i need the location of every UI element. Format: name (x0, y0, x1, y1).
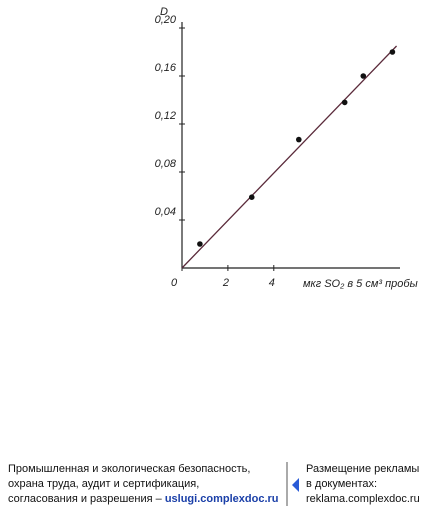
y-tick-label: 0,16 (155, 62, 177, 74)
data-point (197, 241, 203, 247)
y-tick-label: 0,12 (155, 110, 176, 122)
data-point (360, 73, 367, 79)
data-point (248, 194, 255, 200)
x-tick-label: 4 (269, 277, 275, 289)
footer-text: согласования и разрешения – uslugi.compl… (8, 493, 279, 505)
footer-link[interactable]: uslugi.complexdoc.ru (165, 493, 279, 505)
footer-text: Размещение рекламы (306, 463, 419, 475)
y-axis-label: D (160, 6, 168, 18)
y-tick-label: 0,04 (155, 206, 176, 218)
data-point (341, 99, 348, 106)
footer-text: в документах: (306, 478, 377, 490)
footer-arrow (292, 478, 299, 492)
footer-text: охрана труда, аудит и сертификация, (8, 478, 199, 490)
data-point (296, 136, 302, 143)
x-tick-label: 0 (171, 277, 178, 289)
x-axis-label: мкг SO₂ в 5 см³ пробы (303, 278, 418, 290)
y-tick-label: 0,08 (155, 158, 177, 170)
data-point (389, 49, 396, 55)
footer-text: согласования и разрешения – (8, 493, 165, 505)
footer-text: Промышленная и экологическая безопасност… (8, 463, 250, 475)
y-tick-label: 0,20 (155, 14, 177, 26)
fit-line (181, 45, 398, 269)
footer-link[interactable]: reklama.complexdoc.ru (306, 493, 420, 505)
x-tick-label: 2 (222, 277, 229, 289)
